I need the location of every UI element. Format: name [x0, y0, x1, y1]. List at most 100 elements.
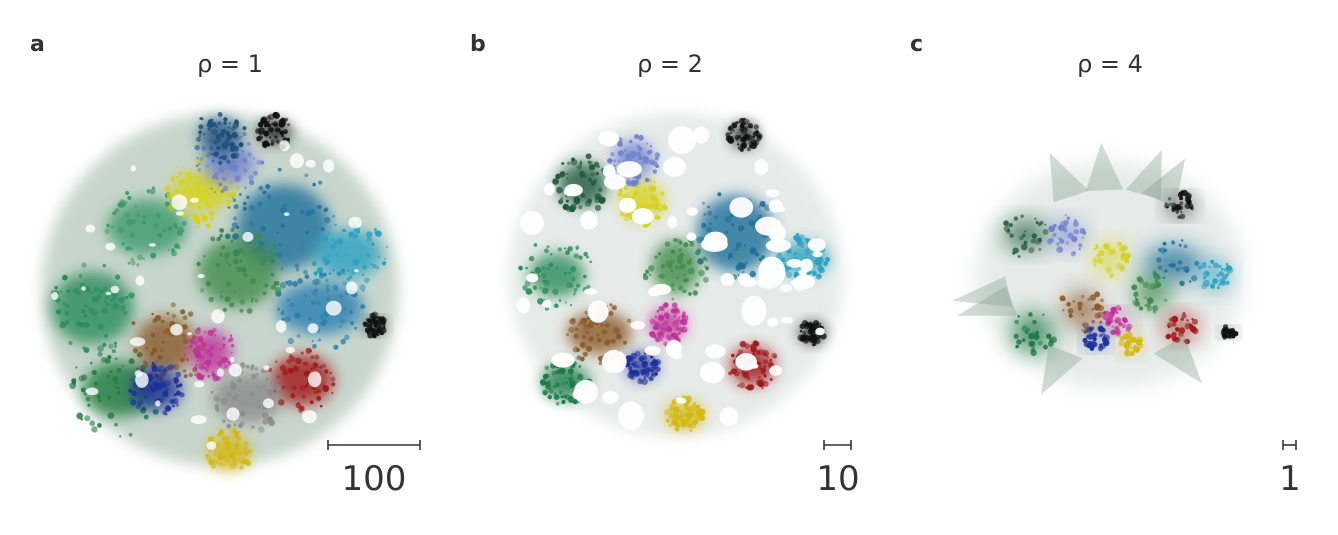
point-b-0-12 [556, 186, 563, 194]
point-c-0-10 [1020, 214, 1024, 218]
gap-a-6 [302, 410, 317, 424]
point-c-3-10 [1178, 243, 1182, 247]
point-a-10-14 [230, 343, 235, 348]
point-a-2-43 [121, 242, 126, 246]
point-a-5-17 [198, 130, 203, 135]
point-c-5-2 [1179, 213, 1186, 220]
point-b-2-55 [658, 208, 662, 212]
gap-a-9 [283, 212, 290, 217]
point-c-12-11 [1154, 280, 1158, 283]
point-a-13-27 [227, 453, 233, 459]
point-b-7-51 [660, 339, 664, 342]
point-b-10-42 [674, 407, 677, 410]
point-c-13-29 [1225, 328, 1229, 332]
point-b-3-59 [638, 156, 643, 161]
point-a-10-40 [197, 335, 204, 343]
point-b-4-57 [739, 263, 746, 270]
point-a-8-45 [339, 318, 346, 324]
point-a-1-31 [125, 295, 129, 300]
point-a-2-24 [142, 257, 145, 260]
point-a-15-28 [280, 267, 284, 271]
point-a-11-48 [128, 388, 133, 393]
point-a-6-29 [278, 243, 283, 247]
point-a-15-45 [254, 298, 259, 303]
point-a-12-14 [310, 355, 315, 360]
point-b-13-41 [815, 322, 819, 326]
point-b-14-42 [688, 267, 695, 275]
point-a-3-51 [185, 171, 190, 176]
point-c-5-7 [1167, 197, 1172, 201]
point-b-6-47 [571, 317, 576, 322]
point-a-6-40 [318, 180, 323, 185]
point-a-10-15 [206, 365, 210, 368]
point-a-7-37 [342, 281, 347, 286]
point-b-1-37 [564, 247, 567, 250]
point-a-6-48 [282, 203, 287, 208]
point-b-12-14 [753, 124, 759, 130]
point-b-2-56 [647, 203, 653, 209]
point-a-9-16 [182, 338, 189, 345]
point-b-6-6 [581, 334, 587, 340]
point-a-12-28 [321, 363, 326, 368]
point-a-13-53 [205, 454, 210, 458]
point-b-8-43 [643, 376, 647, 379]
point-a-5-28 [222, 140, 229, 147]
point-c-3-11 [1191, 275, 1198, 282]
point-b-3-47 [630, 154, 635, 159]
point-a-15-44 [219, 228, 225, 233]
point-b-7-59 [662, 321, 668, 326]
point-c-10-22 [1135, 339, 1142, 345]
point-b-2-21 [623, 215, 630, 222]
point-a-4-9 [219, 167, 224, 172]
point-b-14-47 [661, 263, 666, 269]
point-b-4-14 [701, 222, 707, 229]
point-a-6-0 [294, 263, 299, 268]
point-b-13-59 [813, 342, 817, 346]
point-a-2-29 [151, 186, 156, 190]
gap-a-33 [171, 194, 188, 211]
gap-a-30 [229, 356, 235, 363]
point-c-8-6 [1016, 339, 1022, 345]
point-a-5-44 [226, 139, 229, 142]
point-a-6-55 [276, 252, 283, 258]
point-a-15-54 [200, 288, 205, 293]
point-b-0-49 [593, 161, 599, 167]
point-a-5-4 [213, 151, 220, 157]
gap-b-37 [786, 258, 803, 268]
gap-b-23 [671, 352, 683, 360]
point-a-8-10 [312, 344, 317, 349]
point-a-10-28 [218, 356, 221, 359]
gap-a-17 [190, 415, 207, 425]
point-a-7-44 [325, 278, 329, 283]
point-b-14-57 [664, 241, 671, 247]
point-a-15-50 [224, 296, 231, 303]
point-b-4-30 [749, 247, 757, 255]
gap-b-35 [812, 251, 823, 258]
point-c-1-24 [1048, 225, 1055, 233]
point-c-12-0 [1148, 287, 1151, 290]
gap-b-33 [775, 205, 786, 213]
point-b-8-44 [645, 371, 650, 377]
point-b-7-21 [672, 320, 680, 327]
point-c-1-3 [1081, 236, 1084, 239]
gap-a-20 [289, 153, 304, 169]
point-a-1-50 [112, 296, 117, 301]
point-b-1-54 [537, 298, 544, 305]
point-a-8-9 [340, 268, 345, 273]
point-c-12-9 [1164, 298, 1168, 302]
point-b-10-22 [684, 407, 687, 410]
point-a-14-39 [262, 418, 269, 425]
point-a-2-42 [177, 245, 181, 249]
point-a-15-58 [274, 281, 280, 286]
point-a-4-5 [198, 163, 201, 166]
point-a-3-56 [198, 189, 205, 196]
gap-a-26 [348, 216, 362, 229]
gap-b-31 [780, 284, 792, 292]
point-a-11-11 [154, 373, 159, 378]
point-c-6-18 [1059, 295, 1066, 302]
point-c-6-28 [1081, 313, 1084, 316]
point-a-11-7 [175, 403, 179, 407]
point-a-16-56 [262, 140, 269, 147]
gap-b-34 [668, 126, 696, 154]
point-c-13-27 [1231, 335, 1236, 339]
